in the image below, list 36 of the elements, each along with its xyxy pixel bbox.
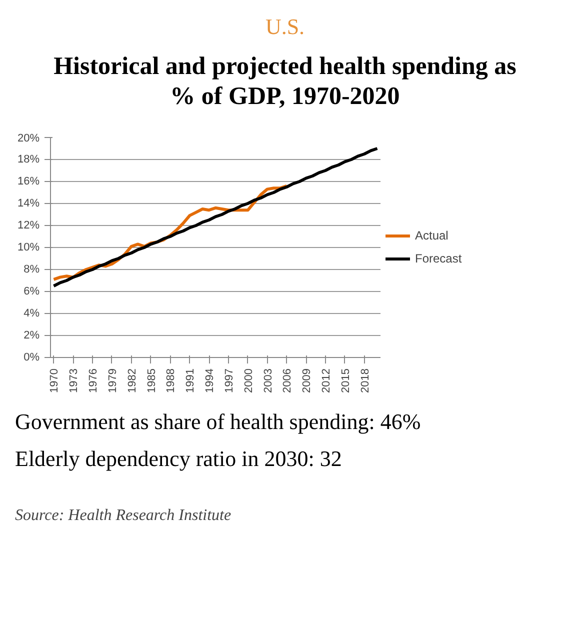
y-tick-label: 0%: [24, 352, 40, 364]
line-series: [52, 147, 379, 288]
x-tick-label: 1997: [223, 368, 236, 393]
legend-label: Actual: [415, 228, 448, 242]
x-tick-label: 2015: [340, 368, 352, 393]
text: Government as share of health spending: 46%: [15, 408, 422, 436]
y-tick-label: 18%: [17, 154, 40, 166]
x-tick-label: 1979: [106, 368, 119, 393]
x-tick-label: 2012: [320, 368, 332, 393]
x-tick-label: 1970: [48, 368, 61, 393]
y-tick-label: 10%: [17, 242, 40, 254]
legend-label: Forecast: [415, 252, 462, 266]
y-tick-label: 14%: [17, 198, 40, 210]
x-tick-label: 1976: [88, 368, 100, 393]
x-tick-label: 1982: [126, 368, 138, 393]
x-tick-label: 1988: [165, 368, 178, 393]
text: Elderly dependency ratio in 2030: 32: [15, 445, 343, 474]
y-tick-label: 16%: [17, 176, 40, 188]
x-tick-label: 1994: [204, 368, 216, 393]
y-tick-label: 6%: [24, 286, 40, 298]
x-tick-label: 1973: [68, 368, 80, 393]
x-tick-label: 2018: [359, 368, 372, 393]
y-tick-label: 2%: [24, 330, 40, 342]
x-tick-label: 2003: [262, 368, 274, 393]
x-tick-label: 1991: [184, 368, 197, 393]
x-tick-label: 2009: [301, 368, 314, 393]
x-tick-label: 2006: [282, 368, 294, 393]
x-tick-label: 1985: [146, 368, 158, 393]
y-tick-label: 12%: [17, 220, 40, 232]
y-tick-label: 4%: [24, 308, 40, 320]
x-tick-label: 2000: [242, 368, 255, 393]
y-tick-label: 20%: [17, 132, 40, 144]
chart-subtitle: U.S.: [264, 13, 306, 41]
source-note: Source: Health Research Institute: [15, 506, 232, 526]
y-tick-label: 8%: [24, 264, 40, 276]
chart-title: Historical and projected health spending as % of GDP, 1970-2020: [52, 52, 518, 112]
